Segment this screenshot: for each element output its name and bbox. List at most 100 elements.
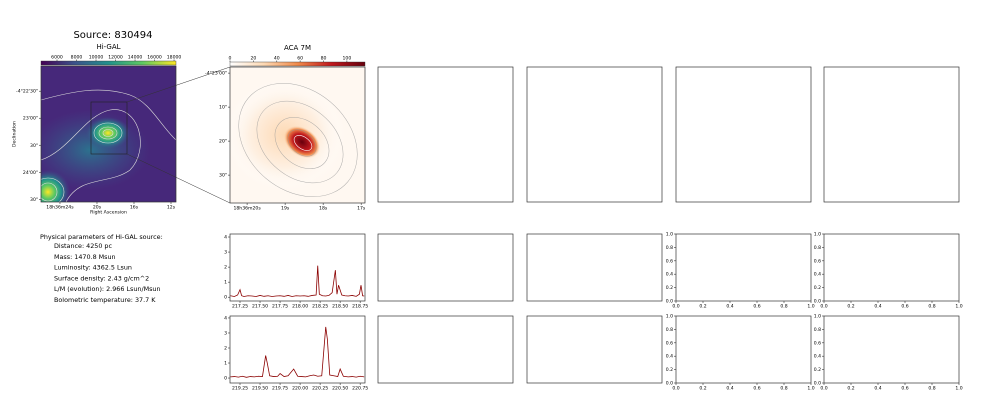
spectrum-line (230, 265, 365, 297)
parameter: Mass: 1470.8 Msun (54, 253, 116, 261)
x-tick-label: 0.2 (699, 304, 706, 310)
x-tick-label: 1.0 (955, 386, 962, 392)
y-tick-label: 0.2 (814, 367, 821, 373)
y-tick-label: 2 (224, 265, 227, 271)
x-tick-label: 220.00 (292, 386, 308, 392)
parameter: L/M (evolution): 2.966 Lsun/Msun (54, 285, 161, 293)
x-tick-label: 0.4 (874, 386, 881, 392)
axes-frame (675, 233, 812, 302)
x-tick-label: 20s (93, 205, 102, 211)
y-tick-label: 0.6 (814, 340, 821, 346)
x-tick-label: 0.4 (726, 386, 733, 392)
x-tick-label: 0.6 (753, 304, 760, 310)
colorbar-tick-label: 6000 (51, 55, 63, 61)
colorbar-tick-label: 0 (229, 56, 232, 62)
parameters-heading: Physical parameters of Hi-GAL source: (40, 233, 163, 241)
spectrum-line (230, 326, 365, 378)
y-tick-label: 0.0 (814, 381, 821, 387)
y-tick-label: 0.4 (814, 272, 821, 278)
colorbar-tick-label: 12000 (108, 55, 123, 61)
y-tick-label: 0.0 (814, 299, 821, 305)
y-tick-label: 0.8 (666, 327, 673, 333)
y-tick-label: 1 (224, 361, 227, 367)
x-tick-label: 0.6 (901, 386, 908, 392)
y-tick-label: -4°22'30" (16, 89, 38, 95)
x-tick-label: 0.6 (901, 304, 908, 310)
x-tick-label: 0.4 (874, 304, 881, 310)
x-tick-label: 0.2 (699, 386, 706, 392)
y-tick-label: 0 (224, 295, 227, 301)
parameter: Distance: 4250 pc (54, 242, 112, 250)
panel-title: Hi-GAL (96, 43, 120, 51)
higal-image (41, 66, 176, 202)
x-tick-label: 0.4 (726, 304, 733, 310)
y-tick-label: 1.0 (666, 232, 673, 238)
y-tick-label: 0 (224, 376, 227, 382)
colorbar-tick-label: 10000 (89, 55, 104, 61)
y-tick-label: 20" (219, 139, 227, 145)
y-tick-label: 0.8 (666, 245, 673, 251)
x-tick-label: 0.2 (847, 386, 854, 392)
y-tick-label: 0.0 (666, 299, 673, 305)
colorbar-tick-label: 8000 (71, 55, 83, 61)
y-tick-label: 1.0 (814, 232, 821, 238)
x-tick-label: 217.50 (252, 304, 268, 310)
x-tick-label: 220.50 (332, 386, 348, 392)
axes-frame (229, 315, 366, 384)
x-tick-label: 218.50 (332, 304, 348, 310)
y-tick-label: 0.2 (666, 285, 673, 291)
colorbar-tick-label: 18000 (167, 55, 182, 61)
y-tick-label: 30" (219, 173, 227, 179)
y-tick-label: 0.6 (666, 258, 673, 264)
y-tick-label: 0.4 (814, 354, 821, 360)
x-tick-label: 19s (281, 206, 290, 212)
y-tick-label: -4°23'00" (205, 71, 227, 77)
x-tick-label: 218.75 (352, 304, 368, 310)
figure-title: Source: 830494 (73, 30, 152, 41)
x-tick-label: 1.0 (955, 304, 962, 310)
x-tick-label: 0.8 (928, 304, 935, 310)
aca-image (230, 67, 365, 203)
parameter: Bolometric temperature: 37.7 K (54, 296, 156, 304)
y-tick-label: 0.8 (814, 245, 821, 251)
axes-frame (229, 233, 366, 302)
x-tick-label: 219.50 (252, 386, 268, 392)
x-tick-label: 0.0 (672, 386, 679, 392)
axes-frame (40, 65, 177, 203)
colorbar-tick-label: 16000 (147, 55, 162, 61)
y-tick-label: 4 (224, 315, 227, 321)
y-tick-label: 30" (30, 197, 38, 203)
colorbar-tick-label: 20 (250, 56, 256, 62)
colorbar (40, 60, 177, 66)
x-tick-label: 18h36m20s (233, 206, 261, 212)
x-tick-label: 0.2 (847, 304, 854, 310)
x-axis-label: Right Ascension (90, 210, 127, 216)
x-tick-label: 0.0 (672, 304, 679, 310)
axes-frame (823, 315, 960, 384)
colorbar-tick-label: 100 (342, 56, 351, 62)
x-tick-label: 0.0 (820, 386, 827, 392)
x-tick-label: 220.75 (352, 386, 368, 392)
empty-panels (377, 66, 960, 384)
x-tick-label: 220.25 (312, 386, 328, 392)
colorbar-tick-label: 80 (321, 56, 327, 62)
parameter: Surface density: 2.43 g/cm^2 (54, 274, 149, 282)
x-tick-label: 0.6 (753, 386, 760, 392)
y-axis-label: Declination (12, 121, 18, 147)
x-tick-label: 1.0 (807, 386, 814, 392)
y-tick-label: 1 (224, 280, 227, 286)
x-tick-label: 219.25 (232, 386, 248, 392)
y-tick-label: 10" (219, 105, 227, 111)
y-tick-label: 0.6 (814, 258, 821, 264)
y-tick-label: 1.0 (814, 314, 821, 320)
parameter: Luminosity: 4362.5 Lsun (54, 264, 132, 272)
y-tick-label: 4 (224, 235, 227, 241)
x-tick-label: 0.8 (780, 386, 787, 392)
y-tick-label: 3 (224, 330, 227, 336)
y-tick-label: 0.2 (666, 367, 673, 373)
colorbar (229, 61, 366, 67)
y-tick-label: 2 (224, 345, 227, 351)
x-tick-label: 18h36m24s (46, 205, 74, 211)
y-tick-label: 0.4 (666, 272, 673, 278)
